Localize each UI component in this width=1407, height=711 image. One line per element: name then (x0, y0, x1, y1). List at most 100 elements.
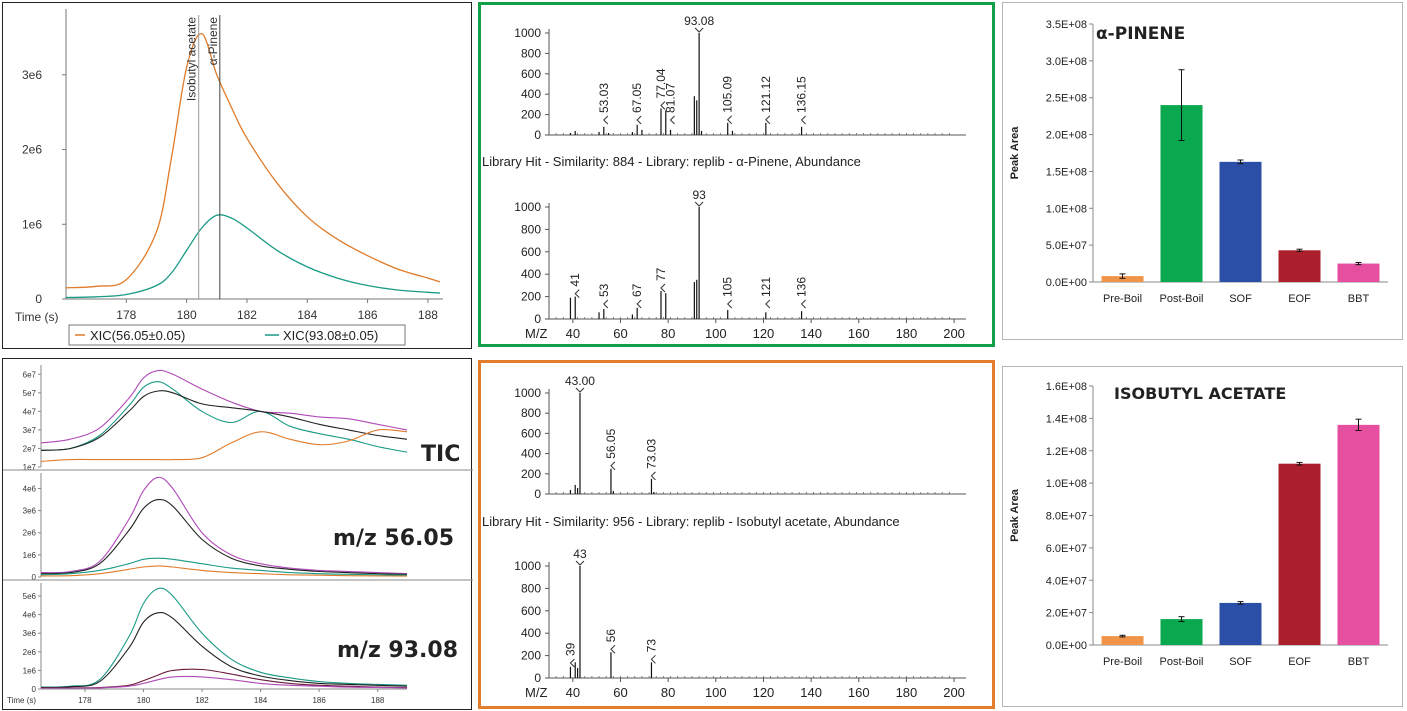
bar-y-tick-label: 8.0E+07 (1046, 511, 1087, 523)
library-hit-title: Library Hit - Similarity: 884 - Library:… (482, 154, 861, 169)
peak-caret (636, 299, 642, 309)
spectrum-y-tick-label: 1000 (514, 559, 541, 573)
isobutyl-spectra-panel: 0 200 400 600 800 1000 43.00 56.05 73.03 Library … (478, 360, 995, 709)
peak-caret (727, 115, 733, 125)
bar-chart-title: ISOBUTYL ACETATE (1114, 384, 1286, 403)
band-trace (40, 428, 408, 462)
spectrum-x-tick-label: 180 (896, 685, 918, 700)
bar-chart-title: α-PINENE (1096, 24, 1185, 44)
bar-category-label: BBT (1348, 293, 1370, 305)
spectrum-y-tick-label: 600 (521, 604, 541, 618)
spectrum-y-tick-label: 200 (521, 649, 541, 663)
x-tick-label: 182 (195, 696, 209, 705)
peak-label: 41 (568, 273, 582, 287)
peak-label: 105 (721, 277, 735, 297)
peak-caret (694, 201, 704, 207)
peak-caret (603, 115, 609, 125)
spectrum-x-tick-label: 80 (661, 326, 675, 341)
spectrum-x-axis-label: M/Z (525, 685, 547, 700)
bar-y-tick-label: 1.6E+08 (1046, 381, 1087, 393)
bar-y-tick-label: 5.0E+07 (1046, 240, 1087, 252)
x-tick-label: 186 (358, 308, 378, 322)
bar-y-tick-label: 1.5E+08 (1046, 166, 1087, 178)
peak-label: 53.03 (597, 83, 611, 113)
x-tick-label: 184 (254, 696, 268, 705)
peak-caret (660, 101, 666, 110)
band-y-tick-label: 5e6 (23, 592, 37, 601)
y-tick-label: 2e6 (22, 143, 42, 157)
spectrum-y-tick-label: 1000 (514, 26, 541, 40)
peak-label: 43.00 (565, 374, 595, 388)
band-trace (40, 390, 408, 451)
stacked-chromatograms: 1e7 2e7 3e7 4e7 5e7 6e7 TIC 0 1e6 2e6 3e6 4e6 m/z 56… (3, 365, 473, 705)
bar-y-tick-label: 3.5E+08 (1046, 19, 1087, 31)
y-tick-label: 3e6 (22, 68, 42, 82)
spectrum-x-tick-label: 200 (943, 685, 965, 700)
spectrum-x-tick-label: 120 (753, 685, 775, 700)
peak-label: 73 (644, 639, 658, 653)
bar (1101, 276, 1144, 282)
x-tick-label: 180 (137, 696, 151, 705)
band-y-tick-label: 6e7 (23, 370, 37, 379)
peak-caret (765, 115, 771, 125)
band-y-tick-label: 3e6 (23, 507, 37, 516)
spectrum-y-tick-label: 400 (521, 626, 541, 640)
peak-caret (800, 299, 806, 309)
spectrum-x-tick-label: 80 (661, 685, 675, 700)
band-trace (40, 557, 408, 576)
bar-y-tick-label: 1.2E+08 (1046, 446, 1087, 458)
band-trace (40, 587, 408, 688)
spectrum-y-tick-label: 0 (534, 671, 541, 685)
spectrum-y-tick-label: 400 (521, 447, 541, 461)
bar-y-tick-label: 1.4E+08 (1046, 413, 1087, 425)
band-y-tick-label: 0 (32, 573, 37, 582)
band-y-tick-label: 0 (32, 685, 37, 694)
band-trace (40, 612, 408, 689)
legend-box (68, 324, 406, 346)
spectrum-x-tick-label: 40 (566, 685, 580, 700)
pinene-bar-panel: 0.0E+00 5.0E+07 1.0E+08 1.5E+08 2.0E+08 2.5E+… (1002, 2, 1403, 340)
bar-category-label: Post-Boil (1159, 293, 1203, 305)
bar (1219, 161, 1262, 282)
x-tick-label: 188 (418, 308, 438, 322)
band-y-tick-label: 5e7 (23, 389, 37, 398)
bar (1219, 602, 1262, 645)
band-trace (40, 476, 408, 575)
spectrum-y-tick-label: 0 (534, 487, 541, 501)
bar-y-tick-label: 2.0E+07 (1046, 608, 1087, 620)
spectrum-x-tick-label: 140 (800, 685, 822, 700)
band-trace (40, 369, 408, 444)
peak-label: 136 (795, 277, 809, 297)
spectrum-y-tick-label: 1000 (514, 200, 541, 214)
spectrum-y-tick-label: 200 (521, 108, 541, 122)
peak-label: 56 (604, 629, 618, 643)
peak-label: 67 (630, 283, 644, 297)
band-y-tick-label: 2e6 (23, 648, 37, 657)
x-tick-label: 186 (312, 696, 326, 705)
spectrum-y-tick-label: 800 (521, 222, 541, 236)
y-tick-label: 0 (35, 292, 42, 306)
y-tick-label: 1e6 (22, 217, 42, 231)
isobutyl-bar-panel: 0.0E+00 2.0E+07 4.0E+07 6.0E+07 8.0E+07 1.0E+… (1002, 366, 1403, 707)
spectrum-y-tick-label: 800 (521, 581, 541, 595)
spectrum-x-tick-label: 60 (613, 685, 627, 700)
spectrum-x-tick-label: 200 (943, 326, 965, 341)
band-y-tick-label: 1e6 (23, 666, 37, 675)
bar-y-tick-label: 0.0E+00 (1046, 640, 1087, 652)
peak-label: 77 (654, 267, 668, 281)
spectrum-y-tick-label: 800 (521, 46, 541, 60)
band-y-tick-label: 3e7 (23, 426, 37, 435)
spectrum-y-tick-label: 800 (521, 406, 541, 420)
bar-category-label: Pre-Boil (1103, 656, 1142, 668)
bar-category-label: SOF (1229, 293, 1252, 305)
bar-y-axis-label: Peak Area (1009, 126, 1021, 180)
x-tick-label: 180 (177, 308, 197, 322)
band-y-tick-label: 4e6 (23, 611, 37, 620)
bar-y-tick-label: 0.0E+00 (1046, 277, 1087, 289)
peak-caret (660, 283, 666, 293)
peak-label: 73.03 (644, 438, 658, 468)
xic-chart: 0 1e6 2e6 3e6 178 180 182 184 186 188 Time (s) Isob… (15, 9, 443, 346)
spectrum-y-tick-label: 400 (521, 267, 541, 281)
